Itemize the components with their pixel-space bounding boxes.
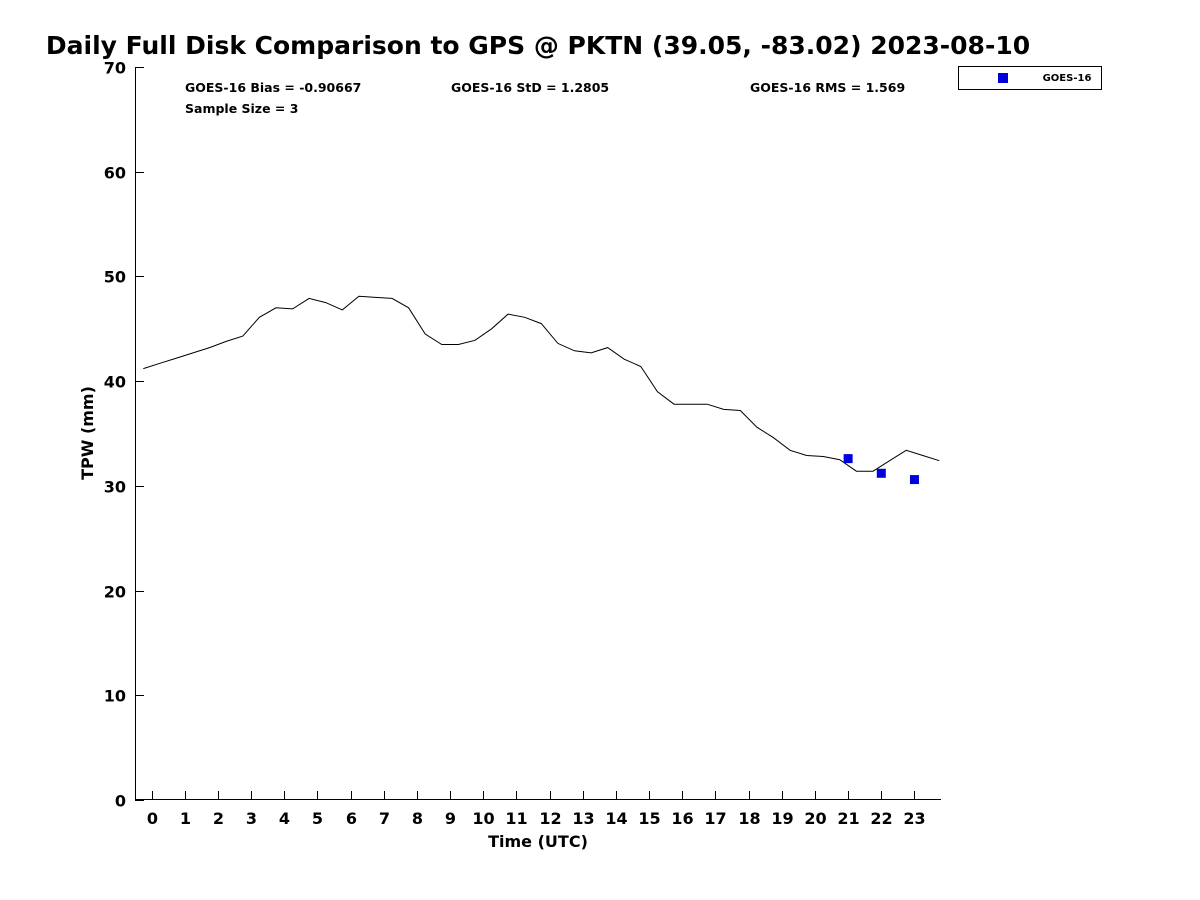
bias-stat: GOES-16 Bias = -0.90667 [185,80,361,95]
legend-box [958,66,1102,90]
chart-title: Daily Full Disk Comparison to GPS @ PKTN… [46,31,1030,60]
x-tick-label: 6 [346,809,357,828]
x-tick-label: 23 [903,809,925,828]
y-tick-label: 70 [104,59,126,78]
y-tick-label: 30 [104,478,126,497]
x-tick-label: 1 [180,809,191,828]
x-axis-ticks: 0 1 2 3 4 5 6 7 8 9 10 11 12 13 14 15 16 17 18 19 20 21 22 23 [147,791,926,828]
sample-size-stat: Sample Size = 3 [185,101,298,116]
x-tick-label: 10 [472,809,494,828]
x-axis-label: Time (UTC) [488,832,588,851]
y-tick-label: 50 [104,268,126,287]
x-tick-label: 18 [738,809,760,828]
legend: GOES-16 [958,66,1102,90]
x-tick-label: 21 [837,809,859,828]
std-stat: GOES-16 StD = 1.2805 [451,80,609,95]
x-tick-label: 16 [671,809,693,828]
goes16-point [876,468,886,478]
y-tick-label: 40 [104,373,126,392]
y-axis-label: TPW (mm) [78,386,97,480]
x-tick-label: 0 [147,809,158,828]
x-tick-label: 12 [539,809,561,828]
rms-stat: GOES-16 RMS = 1.569 [750,80,905,95]
series-layer [143,295,940,485]
x-tick-label: 8 [412,809,423,828]
x-tick-label: 5 [312,809,323,828]
goes16-point [909,475,919,485]
x-tick-label: 7 [379,809,390,828]
x-tick-label: 4 [279,809,290,828]
x-tick-label: 17 [704,809,726,828]
x-tick-label: 3 [246,809,257,828]
goes16-point [843,454,853,464]
y-tick-label: 0 [115,792,126,811]
gps-tpw-line [143,295,940,472]
y-tick-label: 20 [104,583,126,602]
legend-label-goes16: GOES-16 [1043,73,1092,84]
x-tick-label: 15 [638,809,660,828]
x-tick-label: 11 [505,809,527,828]
x-tick-label: 2 [213,809,224,828]
legend-marker-goes16 [998,73,1008,83]
y-axis-ticks: 0 10 20 30 40 50 60 70 [104,59,144,811]
x-tick-label: 13 [572,809,594,828]
x-tick-label: 22 [870,809,892,828]
x-tick-label: 20 [804,809,826,828]
y-tick-label: 60 [104,164,126,183]
x-tick-label: 9 [445,809,456,828]
y-tick-label: 10 [104,687,126,706]
x-tick-label: 19 [771,809,793,828]
x-tick-label: 14 [605,809,627,828]
